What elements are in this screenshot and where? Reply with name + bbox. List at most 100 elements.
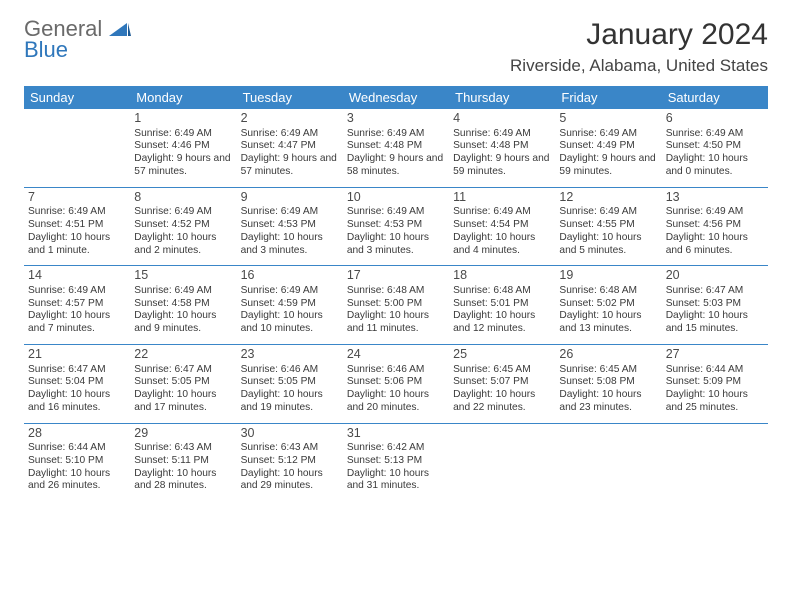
day-number: 28 bbox=[28, 426, 126, 442]
sunrise-line: Sunrise: 6:45 AM bbox=[559, 364, 657, 377]
sunrise-line: Sunrise: 6:49 AM bbox=[134, 206, 232, 219]
day-number: 24 bbox=[347, 347, 445, 363]
day-number: 27 bbox=[666, 347, 764, 363]
calendar-table: SundayMondayTuesdayWednesdayThursdayFrid… bbox=[24, 86, 768, 501]
sunrise-line: Sunrise: 6:43 AM bbox=[241, 442, 339, 455]
calendar-day-cell: 16Sunrise: 6:49 AMSunset: 4:59 PMDayligh… bbox=[237, 266, 343, 345]
sunrise-line: Sunrise: 6:49 AM bbox=[241, 206, 339, 219]
calendar-day-cell bbox=[24, 109, 130, 187]
sunrise-line: Sunrise: 6:49 AM bbox=[559, 128, 657, 141]
sunrise-line: Sunrise: 6:43 AM bbox=[134, 442, 232, 455]
sunset-line: Sunset: 4:48 PM bbox=[347, 140, 445, 153]
logo-sail-icon bbox=[109, 20, 131, 41]
daylight-line: Daylight: 10 hours and 3 minutes. bbox=[347, 232, 445, 258]
location-subtitle: Riverside, Alabama, United States bbox=[510, 56, 768, 76]
sunset-line: Sunset: 5:02 PM bbox=[559, 298, 657, 311]
day-number: 12 bbox=[559, 190, 657, 206]
calendar-day-cell: 23Sunrise: 6:46 AMSunset: 5:05 PMDayligh… bbox=[237, 344, 343, 423]
calendar-day-cell: 5Sunrise: 6:49 AMSunset: 4:49 PMDaylight… bbox=[555, 109, 661, 187]
day-number: 5 bbox=[559, 111, 657, 127]
day-number: 31 bbox=[347, 426, 445, 442]
calendar-day-cell: 8Sunrise: 6:49 AMSunset: 4:52 PMDaylight… bbox=[130, 187, 236, 266]
daylight-line: Daylight: 10 hours and 28 minutes. bbox=[134, 468, 232, 494]
calendar-day-cell bbox=[449, 423, 555, 501]
day-number: 25 bbox=[453, 347, 551, 363]
day-number: 15 bbox=[134, 268, 232, 284]
calendar-day-cell bbox=[662, 423, 768, 501]
sunrise-line: Sunrise: 6:49 AM bbox=[134, 128, 232, 141]
calendar-day-cell: 24Sunrise: 6:46 AMSunset: 5:06 PMDayligh… bbox=[343, 344, 449, 423]
sunrise-line: Sunrise: 6:49 AM bbox=[241, 128, 339, 141]
daylight-line: Daylight: 10 hours and 17 minutes. bbox=[134, 389, 232, 415]
logo: General Blue bbox=[24, 18, 131, 61]
sunrise-line: Sunrise: 6:48 AM bbox=[559, 285, 657, 298]
sunrise-line: Sunrise: 6:49 AM bbox=[666, 206, 764, 219]
sunset-line: Sunset: 4:53 PM bbox=[347, 219, 445, 232]
sunset-line: Sunset: 4:51 PM bbox=[28, 219, 126, 232]
header: General Blue January 2024 Riverside, Ala… bbox=[24, 18, 768, 76]
day-number: 11 bbox=[453, 190, 551, 206]
day-number: 18 bbox=[453, 268, 551, 284]
daylight-line: Daylight: 10 hours and 12 minutes. bbox=[453, 310, 551, 336]
sunrise-line: Sunrise: 6:44 AM bbox=[666, 364, 764, 377]
calendar-day-cell: 31Sunrise: 6:42 AMSunset: 5:13 PMDayligh… bbox=[343, 423, 449, 501]
sunset-line: Sunset: 5:05 PM bbox=[241, 376, 339, 389]
daylight-line: Daylight: 10 hours and 19 minutes. bbox=[241, 389, 339, 415]
sunset-line: Sunset: 4:48 PM bbox=[453, 140, 551, 153]
day-number: 3 bbox=[347, 111, 445, 127]
calendar-week-row: 1Sunrise: 6:49 AMSunset: 4:46 PMDaylight… bbox=[24, 109, 768, 187]
sunrise-line: Sunrise: 6:49 AM bbox=[28, 206, 126, 219]
sunrise-line: Sunrise: 6:49 AM bbox=[241, 285, 339, 298]
sunrise-line: Sunrise: 6:46 AM bbox=[347, 364, 445, 377]
day-number: 6 bbox=[666, 111, 764, 127]
daylight-line: Daylight: 10 hours and 20 minutes. bbox=[347, 389, 445, 415]
calendar-day-cell: 11Sunrise: 6:49 AMSunset: 4:54 PMDayligh… bbox=[449, 187, 555, 266]
page-title: January 2024 bbox=[510, 18, 768, 52]
sunrise-line: Sunrise: 6:49 AM bbox=[453, 128, 551, 141]
calendar-day-cell: 2Sunrise: 6:49 AMSunset: 4:47 PMDaylight… bbox=[237, 109, 343, 187]
sunrise-line: Sunrise: 6:48 AM bbox=[453, 285, 551, 298]
sunset-line: Sunset: 5:08 PM bbox=[559, 376, 657, 389]
sunset-line: Sunset: 5:06 PM bbox=[347, 376, 445, 389]
sunset-line: Sunset: 5:04 PM bbox=[28, 376, 126, 389]
sunset-line: Sunset: 4:58 PM bbox=[134, 298, 232, 311]
daylight-line: Daylight: 10 hours and 4 minutes. bbox=[453, 232, 551, 258]
sunset-line: Sunset: 5:13 PM bbox=[347, 455, 445, 468]
daylight-line: Daylight: 10 hours and 6 minutes. bbox=[666, 232, 764, 258]
calendar-day-cell: 29Sunrise: 6:43 AMSunset: 5:11 PMDayligh… bbox=[130, 423, 236, 501]
daylight-line: Daylight: 10 hours and 23 minutes. bbox=[559, 389, 657, 415]
calendar-day-cell: 18Sunrise: 6:48 AMSunset: 5:01 PMDayligh… bbox=[449, 266, 555, 345]
weekday-header: Sunday bbox=[24, 86, 130, 109]
calendar-day-cell: 7Sunrise: 6:49 AMSunset: 4:51 PMDaylight… bbox=[24, 187, 130, 266]
weekday-header: Friday bbox=[555, 86, 661, 109]
sunset-line: Sunset: 4:59 PM bbox=[241, 298, 339, 311]
daylight-line: Daylight: 10 hours and 5 minutes. bbox=[559, 232, 657, 258]
daylight-line: Daylight: 10 hours and 3 minutes. bbox=[241, 232, 339, 258]
day-number: 16 bbox=[241, 268, 339, 284]
calendar-day-cell: 25Sunrise: 6:45 AMSunset: 5:07 PMDayligh… bbox=[449, 344, 555, 423]
daylight-line: Daylight: 10 hours and 26 minutes. bbox=[28, 468, 126, 494]
day-number: 23 bbox=[241, 347, 339, 363]
calendar-header-row: SundayMondayTuesdayWednesdayThursdayFrid… bbox=[24, 86, 768, 109]
calendar-day-cell: 4Sunrise: 6:49 AMSunset: 4:48 PMDaylight… bbox=[449, 109, 555, 187]
day-number: 17 bbox=[347, 268, 445, 284]
sunrise-line: Sunrise: 6:49 AM bbox=[347, 206, 445, 219]
day-number: 10 bbox=[347, 190, 445, 206]
sunset-line: Sunset: 4:49 PM bbox=[559, 140, 657, 153]
sunset-line: Sunset: 5:01 PM bbox=[453, 298, 551, 311]
calendar-day-cell: 10Sunrise: 6:49 AMSunset: 4:53 PMDayligh… bbox=[343, 187, 449, 266]
daylight-line: Daylight: 9 hours and 58 minutes. bbox=[347, 153, 445, 179]
day-number: 30 bbox=[241, 426, 339, 442]
day-number: 26 bbox=[559, 347, 657, 363]
sunset-line: Sunset: 5:09 PM bbox=[666, 376, 764, 389]
day-number: 14 bbox=[28, 268, 126, 284]
daylight-line: Daylight: 10 hours and 16 minutes. bbox=[28, 389, 126, 415]
sunset-line: Sunset: 5:07 PM bbox=[453, 376, 551, 389]
day-number: 1 bbox=[134, 111, 232, 127]
calendar-day-cell: 3Sunrise: 6:49 AMSunset: 4:48 PMDaylight… bbox=[343, 109, 449, 187]
daylight-line: Daylight: 9 hours and 59 minutes. bbox=[453, 153, 551, 179]
day-number: 2 bbox=[241, 111, 339, 127]
sunrise-line: Sunrise: 6:47 AM bbox=[134, 364, 232, 377]
sunset-line: Sunset: 5:12 PM bbox=[241, 455, 339, 468]
calendar-week-row: 28Sunrise: 6:44 AMSunset: 5:10 PMDayligh… bbox=[24, 423, 768, 501]
